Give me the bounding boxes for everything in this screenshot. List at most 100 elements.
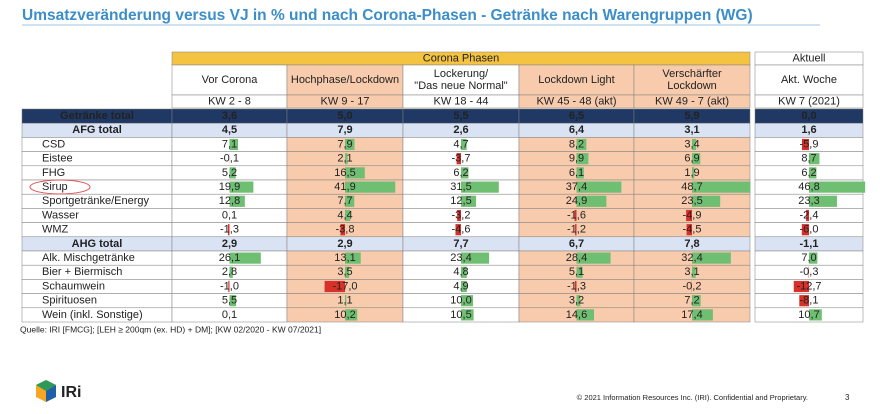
- cell-value: 7,0: [801, 252, 816, 264]
- column-name: Hochphase/Lockdown: [291, 74, 399, 86]
- cell-value: 9,9: [569, 153, 584, 165]
- logo-mark: [46, 385, 56, 402]
- cell-value: -3,8: [336, 224, 355, 236]
- row-label: Wasser: [42, 209, 79, 221]
- cell-value: -1,2: [567, 224, 586, 236]
- cell-value: 7,9: [337, 138, 352, 150]
- data-bar: [229, 167, 236, 179]
- cell-value: 37,4: [566, 181, 587, 193]
- data-bar: [456, 153, 461, 165]
- data-bar: [345, 209, 351, 222]
- row-label: Wein (inkl. Sonstige): [42, 309, 143, 321]
- cell-value: 3,6: [222, 110, 237, 122]
- cell-value: 10,0: [450, 295, 471, 307]
- data-bar: [806, 209, 809, 222]
- row-label: FHG: [42, 167, 65, 179]
- data-bar: [345, 309, 358, 321]
- column-name: Akt. Woche: [781, 74, 837, 86]
- cell-value: 23,5: [681, 195, 702, 207]
- cell-value: -0,2: [683, 280, 702, 292]
- data-bar: [799, 295, 809, 307]
- table: Corona Phasen Aktuell Vor Corona KW 2 - 8 Ho…: [21, 51, 866, 323]
- row-label: Spirituosen: [42, 295, 97, 307]
- cell: [633, 94, 751, 109]
- cell-value: 8,2: [569, 138, 584, 150]
- logo-mark: [36, 380, 56, 391]
- cell-value: 4,7: [453, 138, 468, 150]
- data-bar: [574, 280, 577, 293]
- cell-value: -4,5: [683, 224, 702, 236]
- column-period: KW 2 - 8: [208, 95, 251, 107]
- data-bar: [686, 224, 692, 236]
- highlight-circle: [29, 179, 91, 195]
- cell-value: 12,8: [219, 195, 240, 207]
- data-bar: [461, 280, 467, 293]
- cell-value: 2,8: [222, 266, 237, 278]
- cell-value: 41,9: [334, 181, 355, 193]
- data-bar: [228, 280, 230, 293]
- cell-value: -8,1: [800, 295, 819, 307]
- data-bar: [455, 224, 461, 236]
- page-number: 3: [845, 393, 850, 402]
- row-label: Alk. Mischgetränke: [42, 252, 135, 264]
- cell-value: 3,5: [337, 266, 352, 278]
- cell-value: 0,1: [222, 309, 237, 321]
- cell-value: -5,9: [800, 138, 819, 150]
- cell-value: 4,4: [337, 209, 352, 221]
- cell-value: 8,7: [801, 153, 816, 165]
- row-label: Sirup: [42, 181, 68, 193]
- data-bar: [576, 252, 611, 264]
- cell-value: 1,9: [684, 167, 699, 179]
- cell-value: 5,0: [337, 110, 352, 122]
- cell-value: 3,1: [684, 266, 699, 278]
- cell-value: 3,4: [684, 138, 699, 150]
- cell-value: -1,3: [220, 224, 239, 236]
- data-bar: [576, 167, 584, 179]
- column-name: Verschärfter: [662, 68, 722, 80]
- logo: IRi: [36, 380, 81, 402]
- data-bar: [576, 181, 622, 193]
- cell-value: 19,9: [219, 181, 240, 193]
- row-label: Sportgetränke/Energy: [42, 195, 150, 207]
- data-bar: [576, 138, 587, 151]
- corona-header: Corona Phasen: [423, 52, 499, 64]
- data-bar: [809, 195, 837, 207]
- cell-value: 48,7: [681, 181, 702, 193]
- cell-value: 26,1: [219, 252, 240, 264]
- cell-value: 10,5: [450, 309, 471, 321]
- cell-value: 6,9: [684, 153, 699, 165]
- total-label: Getränke total: [60, 110, 134, 122]
- cell-value: 31,5: [450, 181, 471, 193]
- cell-value: -17,0: [332, 280, 357, 292]
- cell-value: 7,2: [684, 295, 699, 307]
- data-bar: [461, 167, 469, 179]
- data-bar: [324, 280, 345, 293]
- row-label: Bier + Biermisch: [42, 266, 122, 278]
- data-bar: [692, 295, 701, 307]
- data-bar: [345, 195, 355, 207]
- data-bar: [340, 224, 345, 236]
- total-label: AHG total: [72, 238, 123, 250]
- cell-value: -4,9: [683, 209, 702, 221]
- column-period: KW 49 - 7 (akt): [655, 95, 729, 107]
- cell-value: -6,0: [800, 224, 819, 236]
- cell-value: -0,3: [800, 266, 819, 278]
- column-name: Lockerung/: [434, 68, 489, 80]
- cell: [754, 94, 864, 109]
- column-name: "Das neue Normal": [414, 80, 507, 92]
- cell-value: -1,3: [567, 280, 586, 292]
- cell-value: 46,8: [798, 181, 819, 193]
- cell-value: 2,6: [453, 124, 468, 136]
- data-bar: [686, 209, 692, 222]
- logo-text: IRi: [61, 384, 81, 401]
- row-label: WMZ: [42, 224, 69, 236]
- current-header: Aktuell: [792, 52, 825, 64]
- data-bar: [345, 181, 396, 193]
- cell-value: 7,8: [684, 238, 699, 250]
- data-bar: [227, 224, 230, 236]
- data-bar: [461, 309, 474, 321]
- data-bar: [793, 280, 809, 293]
- cell-value: 10,2: [334, 309, 355, 321]
- data-bar: [461, 138, 467, 151]
- data-bar: [809, 153, 820, 165]
